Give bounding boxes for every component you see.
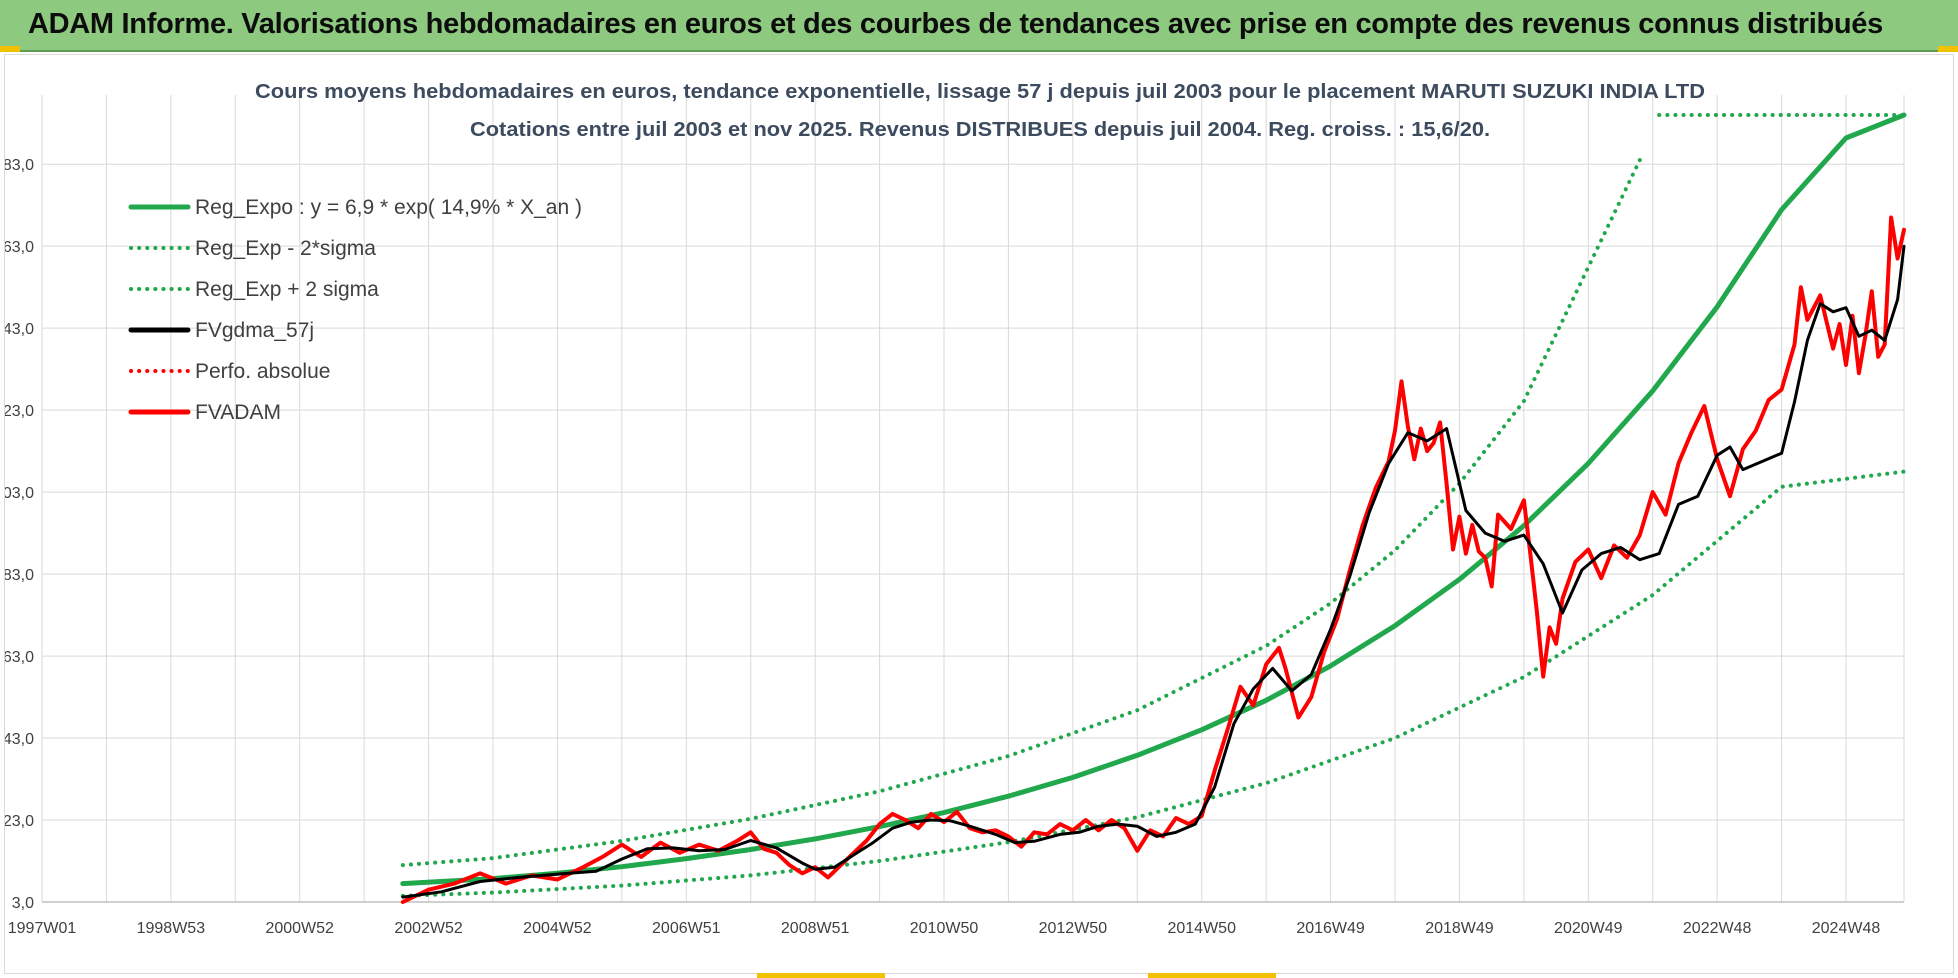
y-tick-label: 43,0 (5, 731, 34, 748)
x-tick-label: 2004W52 (523, 920, 592, 937)
series-reg-expo-y-6-9-exp-14-9-x-an (400, 112, 1907, 887)
legend-label: Reg_Exp - 2*sigma (195, 237, 376, 260)
x-tick-label: 2010W50 (910, 920, 979, 937)
legend-label: Perfo. absolue (195, 360, 330, 383)
x-tick-label: 2022W48 (1683, 920, 1752, 937)
x-tick-label: 2020W49 (1554, 920, 1623, 937)
chart-area: 3,0 23,0 43,0 63,0 83,0 103,0 123,0 143,0 163,0 1… (4, 54, 1954, 974)
legend-label: FVgdma_57j (195, 319, 314, 342)
y-tick-label: 83,0 (5, 567, 34, 584)
y-tick-label: 63,0 (5, 649, 34, 666)
series-fvgdma-57j (401, 244, 1906, 899)
y-tick-label: 163,0 (5, 239, 34, 256)
grid-lines (41, 95, 1905, 903)
legend-label: FVADAM (195, 401, 281, 424)
x-tick-label: 2024W48 (1812, 920, 1881, 937)
y-tick-label: 143,0 (5, 321, 34, 338)
x-tick-label: 1997W01 (8, 920, 77, 937)
x-tick-label: 2012W50 (1039, 920, 1108, 937)
series-reg-exp-2-sigma (400, 158, 1642, 868)
chart-subtitle: Cotations entre juil 2003 et nov 2025. R… (470, 119, 1490, 141)
x-tick-label: 2006W51 (652, 920, 721, 937)
legend-label: Reg_Expo : y = 6,9 * exp( 14,9% * X_an ) (195, 196, 582, 219)
x-tick-label: 2018W49 (1425, 920, 1494, 937)
y-tick-label: 183,0 (5, 157, 34, 174)
y-tick-label: 23,0 (5, 813, 34, 830)
axis-ticks: 3,0 23,0 43,0 63,0 83,0 103,0 123,0 143,0 163,0 1… (5, 157, 1880, 937)
legend-label: Reg_Exp + 2 sigma (195, 278, 379, 301)
x-tick-label: 2008W51 (781, 920, 850, 937)
banner-corner-right (1938, 46, 1958, 52)
x-tick-label: 2000W52 (265, 920, 334, 937)
banner-corner-left (0, 46, 20, 52)
x-tick-label: 2016W49 (1296, 920, 1365, 937)
legend: Reg_Expo : y = 6,9 * exp( 14,9% * X_an )… (128, 196, 582, 424)
y-tick-label: 103,0 (5, 485, 34, 502)
report-banner: ADAM Informe. Valorisations hebdomadaire… (0, 0, 1958, 52)
y-tick-label: 3,0 (12, 895, 34, 912)
price-chart: 3,0 23,0 43,0 63,0 83,0 103,0 123,0 143,0 163,0 1… (5, 81, 1907, 937)
chart-title: Cours moyens hebdomadaires en euros, ten… (255, 81, 1705, 103)
x-tick-label: 2002W52 (394, 920, 463, 937)
footer-marker (1148, 973, 1276, 978)
series-fvadam (400, 215, 1906, 904)
chart-titles: Cours moyens hebdomadaires en euros, ten… (255, 81, 1705, 141)
x-tick-label: 1998W53 (137, 920, 206, 937)
series-reg-exp-2-sigma (400, 469, 1906, 898)
footer-marker (757, 973, 885, 978)
series-lines (400, 112, 1907, 904)
x-tick-label: 2014W50 (1167, 920, 1236, 937)
y-tick-label: 123,0 (5, 403, 34, 420)
report-title: ADAM Informe. Valorisations hebdomadaire… (28, 8, 1883, 40)
